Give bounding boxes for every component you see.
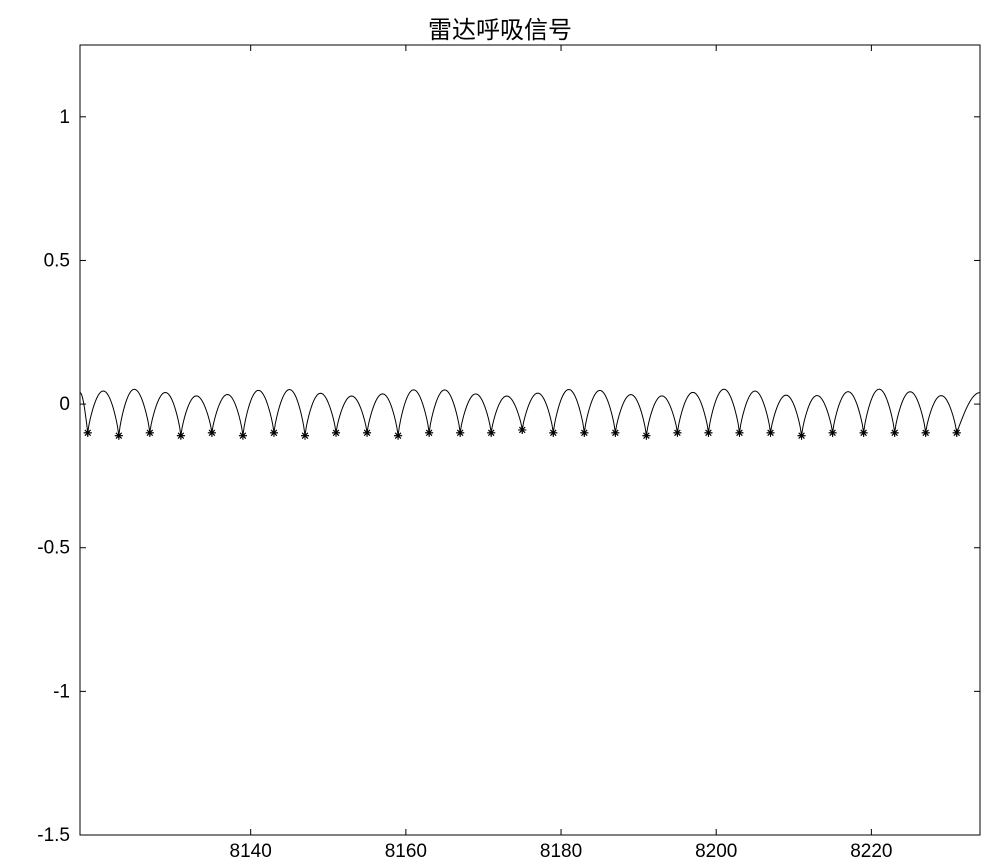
svg-text:8220: 8220 (850, 841, 892, 862)
svg-text:8180: 8180 (540, 841, 582, 862)
svg-text:8160: 8160 (385, 841, 427, 862)
svg-text:1: 1 (59, 107, 70, 128)
svg-text:8200: 8200 (695, 841, 737, 862)
chart-svg: 8140 8160 8180 8200 8220 -1.5 -1 -0.5 0 0.5 1 (0, 0, 1000, 865)
svg-text:-1.5: -1.5 (37, 825, 70, 846)
svg-text:-0.5: -0.5 (37, 538, 70, 559)
svg-text:8140: 8140 (230, 841, 272, 862)
svg-text:-1: -1 (53, 681, 70, 702)
svg-text:0.5: 0.5 (44, 250, 70, 271)
chart-container: 雷达呼吸信号 81408160818082008220-1.5-1-0.500.… (0, 0, 1000, 865)
svg-text:0: 0 (59, 394, 70, 415)
